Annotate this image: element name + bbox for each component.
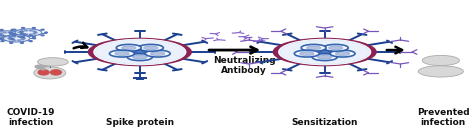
- Circle shape: [145, 50, 170, 57]
- Circle shape: [41, 29, 44, 30]
- Circle shape: [21, 39, 24, 40]
- Circle shape: [9, 32, 12, 33]
- Circle shape: [29, 30, 32, 31]
- Ellipse shape: [34, 67, 66, 79]
- Circle shape: [144, 46, 158, 50]
- Ellipse shape: [436, 63, 446, 66]
- Circle shape: [33, 31, 36, 32]
- Circle shape: [29, 41, 32, 42]
- Circle shape: [319, 51, 330, 53]
- Circle shape: [13, 34, 16, 35]
- Circle shape: [15, 29, 42, 36]
- Circle shape: [121, 46, 136, 50]
- Circle shape: [13, 29, 16, 30]
- Circle shape: [318, 55, 332, 59]
- Circle shape: [13, 36, 16, 37]
- Circle shape: [18, 40, 20, 41]
- Circle shape: [21, 33, 24, 34]
- Circle shape: [20, 37, 23, 38]
- Circle shape: [95, 40, 185, 64]
- Circle shape: [20, 33, 23, 34]
- Circle shape: [25, 30, 27, 31]
- Circle shape: [0, 34, 1, 35]
- Circle shape: [8, 36, 11, 37]
- Circle shape: [3, 36, 6, 37]
- Circle shape: [33, 38, 36, 39]
- Text: Prevented
infection: Prevented infection: [417, 108, 470, 127]
- Circle shape: [34, 32, 37, 33]
- Circle shape: [29, 35, 32, 36]
- Circle shape: [21, 31, 24, 32]
- Circle shape: [306, 46, 321, 50]
- Circle shape: [1, 35, 4, 36]
- Circle shape: [29, 34, 32, 35]
- Circle shape: [25, 34, 27, 35]
- Circle shape: [13, 40, 16, 41]
- Circle shape: [328, 46, 343, 50]
- Circle shape: [9, 37, 12, 38]
- Circle shape: [9, 39, 12, 40]
- Circle shape: [11, 35, 14, 36]
- Circle shape: [116, 44, 141, 51]
- Circle shape: [279, 39, 371, 65]
- Circle shape: [109, 50, 135, 57]
- Circle shape: [273, 38, 377, 66]
- Circle shape: [323, 44, 348, 51]
- Circle shape: [33, 33, 36, 34]
- Text: COVID-19
infection: COVID-19 infection: [7, 108, 55, 127]
- Circle shape: [335, 52, 350, 56]
- Circle shape: [135, 51, 145, 53]
- Circle shape: [10, 33, 13, 34]
- Circle shape: [88, 38, 192, 66]
- Ellipse shape: [37, 69, 50, 76]
- Circle shape: [20, 32, 23, 33]
- Circle shape: [8, 38, 11, 39]
- Circle shape: [3, 35, 30, 42]
- Circle shape: [150, 52, 165, 56]
- Circle shape: [11, 33, 14, 34]
- Circle shape: [23, 34, 26, 35]
- Text: Sensitization: Sensitization: [292, 118, 358, 127]
- Circle shape: [1, 41, 4, 42]
- Circle shape: [21, 37, 24, 38]
- Circle shape: [294, 50, 319, 57]
- Text: Spike protein: Spike protein: [106, 118, 174, 127]
- Circle shape: [37, 58, 68, 66]
- Circle shape: [3, 32, 6, 33]
- Circle shape: [20, 31, 23, 32]
- Circle shape: [41, 35, 44, 36]
- Circle shape: [133, 55, 147, 59]
- Circle shape: [312, 54, 337, 61]
- Circle shape: [138, 44, 164, 51]
- Circle shape: [330, 50, 355, 57]
- Text: Neutralizing
Antibody: Neutralizing Antibody: [213, 56, 275, 75]
- Circle shape: [45, 32, 47, 33]
- Ellipse shape: [50, 69, 62, 76]
- Circle shape: [13, 35, 16, 36]
- Circle shape: [115, 52, 129, 56]
- Circle shape: [18, 36, 20, 37]
- Circle shape: [301, 44, 326, 51]
- Circle shape: [128, 54, 152, 61]
- Circle shape: [22, 38, 25, 39]
- Circle shape: [0, 31, 20, 38]
- Ellipse shape: [418, 66, 464, 77]
- Circle shape: [94, 39, 186, 65]
- Circle shape: [0, 33, 3, 34]
- Circle shape: [8, 32, 11, 33]
- Circle shape: [300, 52, 314, 56]
- Circle shape: [422, 55, 459, 66]
- Circle shape: [280, 40, 370, 64]
- Circle shape: [0, 35, 3, 36]
